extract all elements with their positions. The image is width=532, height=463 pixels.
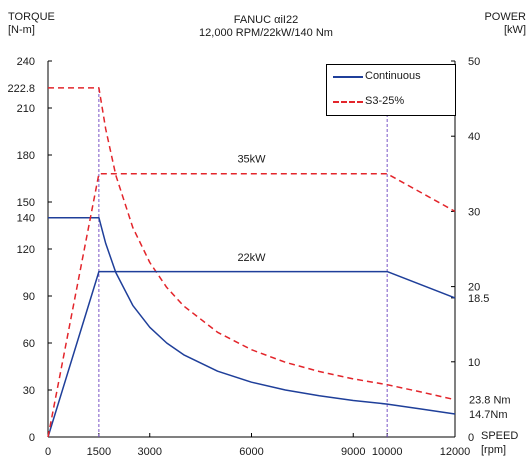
annotation-label: 14.7Nm <box>469 409 508 421</box>
y2-tick-label: 30 <box>468 206 480 218</box>
legend-swatch-s3 <box>333 101 363 103</box>
y2-tick-label: 20 <box>468 282 480 294</box>
x-tick-label: 9000 <box>341 446 365 458</box>
continuous-power-line <box>47 270 456 438</box>
x-tick-label: 6000 <box>239 446 263 458</box>
right-axis-title: POWER <box>484 11 526 23</box>
x-axis-unit: [rpm] <box>481 444 507 456</box>
x-tick-label: 10000 <box>372 446 403 458</box>
y-tick-label: 0 <box>29 432 35 444</box>
x-axis-header: SPEED [rpm] <box>481 429 518 457</box>
legend-swatch-continuous <box>333 76 363 78</box>
x-tick-label: 12000 <box>440 446 471 458</box>
x-axis-title: SPEED <box>481 430 519 442</box>
y-tick-label: 60 <box>23 338 35 350</box>
annotation-label: 23.8 Nm <box>469 395 511 407</box>
y-tick-label: 140 <box>17 213 35 225</box>
legend-item-s3: S3-25% <box>327 95 455 109</box>
annotation-label: 35kW <box>237 154 266 166</box>
x-tick-label: 0 <box>45 446 51 458</box>
legend-item-continuous: Continuous <box>327 70 455 84</box>
x-tick-label: 1500 <box>87 446 111 458</box>
y2-tick-label: 10 <box>468 357 480 369</box>
y-tick-label: 180 <box>17 150 35 162</box>
y-tick-label: 222.8 <box>7 83 35 95</box>
x-tick-label: 3000 <box>138 446 162 458</box>
legend-label-continuous: Continuous <box>365 70 421 82</box>
y2-tick-label: 18.5 <box>468 293 489 305</box>
left-axis-title: TORQUE <box>8 11 55 23</box>
y2-tick-label: 50 <box>468 56 480 68</box>
left-axis-header: TORQUE [N-m] <box>8 11 55 37</box>
y-tick-label: 90 <box>23 291 35 303</box>
y-tick-label: 120 <box>17 244 35 256</box>
y-tick-label: 150 <box>17 197 35 209</box>
right-axis-unit: [kW] <box>504 24 526 36</box>
legend: Continuous S3-25% <box>326 64 456 116</box>
s3-power-line <box>47 173 456 438</box>
chart-subtitle: 12,000 RPM/22kW/140 Nm <box>199 27 333 39</box>
y2-tick-label: 0 <box>468 432 474 444</box>
right-axis-header: POWER [kW] <box>468 11 526 37</box>
legend-label-s3: S3-25% <box>365 95 405 107</box>
y-tick-label: 240 <box>17 56 35 68</box>
annotation-label: 22kW <box>237 252 266 264</box>
y-tick-label: 30 <box>23 385 35 397</box>
chart-title-block: FANUC αiI22 12,000 RPM/22kW/140 Nm <box>160 14 372 40</box>
left-axis-unit: [N-m] <box>8 24 35 36</box>
chart-title: FANUC αiI22 <box>233 14 299 26</box>
y-tick-label: 210 <box>17 103 35 115</box>
s3-torque-line <box>48 87 456 401</box>
y2-tick-label: 40 <box>468 131 480 143</box>
continuous-torque-line <box>48 216 456 415</box>
